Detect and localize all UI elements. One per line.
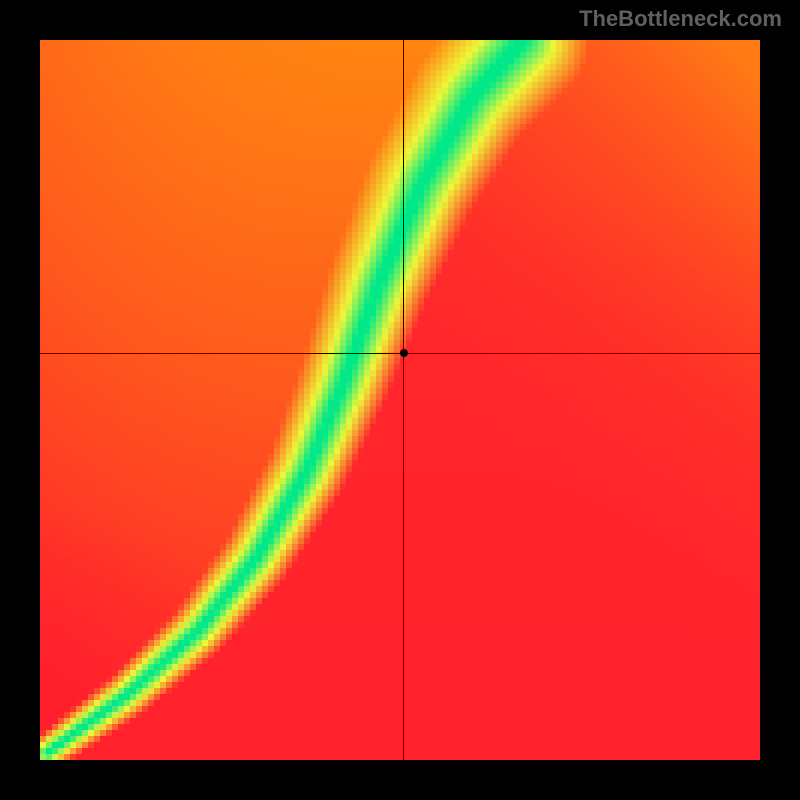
heatmap-plot [40, 40, 760, 760]
crosshair-vertical [403, 40, 404, 760]
watermark-text: TheBottleneck.com [579, 6, 782, 32]
heatmap-canvas [40, 40, 760, 760]
crosshair-marker [400, 349, 408, 357]
